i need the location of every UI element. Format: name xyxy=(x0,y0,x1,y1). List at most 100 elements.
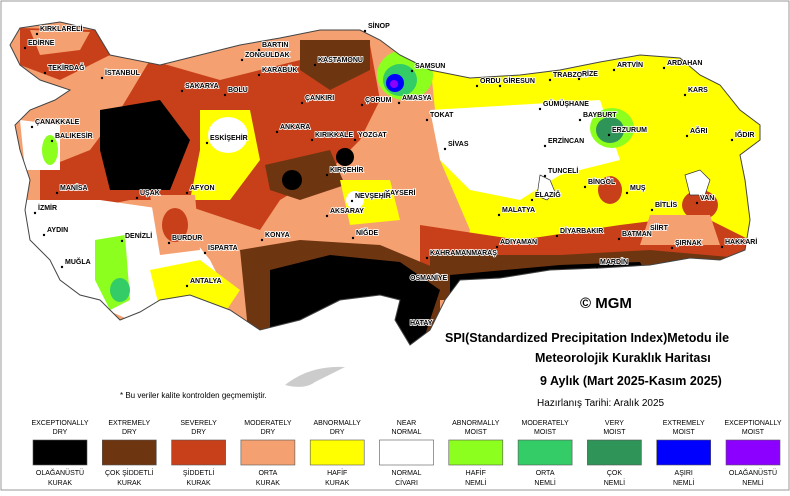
legend-tr: KURAK xyxy=(48,480,72,487)
city-dot xyxy=(683,93,687,97)
legend-en: MOIST xyxy=(603,429,626,436)
city-dot xyxy=(670,246,674,250)
city-label: ELAZIĞ xyxy=(535,190,561,199)
legend-tr: NORMAL xyxy=(392,470,422,477)
city-label: KONYA xyxy=(265,232,290,239)
city-label: BURDUR xyxy=(172,235,202,242)
city-dot xyxy=(405,326,409,330)
city-dot xyxy=(475,84,479,88)
legend-tr: HAFİF xyxy=(466,468,486,477)
city-label: TRABZON xyxy=(553,72,587,79)
city-dot xyxy=(42,233,46,237)
city-dot xyxy=(425,118,429,122)
city-dot xyxy=(203,251,207,255)
city-label: NİĞDE xyxy=(356,228,379,237)
city-label: TEKİRDAĞ xyxy=(48,63,85,72)
legend-swatch xyxy=(309,439,365,466)
legend-tr: HAFİF xyxy=(327,468,347,477)
city-dot xyxy=(397,101,401,105)
city-dot xyxy=(578,118,582,122)
city-dot xyxy=(33,211,37,215)
city-label: GİRESUN xyxy=(503,77,535,85)
city-label: TOKAT xyxy=(430,112,454,119)
city-dot xyxy=(60,265,64,269)
city-label: OSMANİYE xyxy=(410,274,448,282)
legend-en: DRY xyxy=(122,429,137,436)
city-label: SİVAS xyxy=(448,140,469,148)
legend-swatch xyxy=(517,439,573,466)
city-dot xyxy=(351,236,355,240)
city-label: AKSARAY xyxy=(330,208,364,215)
legend-swatch xyxy=(725,439,781,466)
city-dot xyxy=(257,48,261,52)
city-dot xyxy=(577,77,581,81)
city-dot xyxy=(650,208,654,212)
city-dot xyxy=(185,284,189,288)
city-label: ARDAHAN xyxy=(667,60,702,67)
city-label: NEVŞEHİR xyxy=(355,192,391,200)
city-dot xyxy=(720,245,724,249)
city-dot xyxy=(425,256,429,260)
city-label: KIRKLARELİ xyxy=(40,25,82,33)
legend-swatch xyxy=(656,439,712,466)
city-label: BAYBURT xyxy=(583,112,617,119)
city-label: TUNCELİ xyxy=(548,167,578,175)
city-dot xyxy=(167,241,171,245)
legend-tr: NEMLİ xyxy=(742,478,763,487)
legend-en: NORMAL xyxy=(392,429,422,436)
legend-tr: KURAK xyxy=(256,480,280,487)
city-label: MANİSA xyxy=(60,184,88,192)
city-label: EDİRNE xyxy=(28,39,55,47)
city-label: MUŞ xyxy=(630,185,646,192)
title-line: 9 Aylık (Mart 2025-Kasım 2025) xyxy=(540,374,722,388)
legend-swatch xyxy=(240,439,296,466)
city-label: ÇANAKKALE xyxy=(35,119,80,126)
city-dot xyxy=(543,174,547,178)
city-label: ŞIRNAK xyxy=(675,240,702,247)
legend-tr: ŞİDDETLİ xyxy=(183,468,215,477)
city-dot xyxy=(612,68,616,72)
city-label: ÇORUM xyxy=(365,97,392,104)
city-dot xyxy=(257,73,261,77)
legend-en: MOIST xyxy=(673,429,696,436)
title-line: SPI(Standardized Precipitation Index)Met… xyxy=(445,331,729,345)
legend-tr: NEMLİ xyxy=(534,478,555,487)
city-label: SAKARYA xyxy=(185,83,219,90)
city-label: HAKKARİ xyxy=(725,238,757,246)
city-label: ANTALYA xyxy=(190,278,222,285)
city-label: MUĞLA xyxy=(65,257,91,266)
city-label: BİTLİS xyxy=(655,201,677,209)
city-dot xyxy=(363,29,367,33)
city-dot xyxy=(360,103,364,107)
city-label: KAHRAMANMARAŞ xyxy=(430,250,497,257)
city-dot xyxy=(310,138,314,142)
legend-swatch xyxy=(32,439,88,466)
legend-tr: OLAĞANÜSTÜ xyxy=(36,468,84,477)
city-label: KARS xyxy=(688,87,708,94)
city-label: ANKARA xyxy=(280,124,310,131)
legend-tr: CİVARI xyxy=(395,478,418,487)
city-dot xyxy=(23,46,27,50)
city-dot xyxy=(730,138,734,142)
city-dot xyxy=(223,93,227,97)
city-dot xyxy=(380,196,384,200)
city-dot xyxy=(350,199,354,203)
city-label: ERZURUM xyxy=(612,127,647,134)
legend-tr: ÇOK xyxy=(607,470,623,477)
city-dot xyxy=(595,265,599,269)
city-dot xyxy=(617,237,621,241)
city-dot xyxy=(555,234,559,238)
legend-swatch xyxy=(587,439,642,466)
city-dot xyxy=(662,66,666,70)
city-label: BALIKESİR xyxy=(55,132,93,140)
city-label: RİZE xyxy=(582,70,598,78)
city-dot xyxy=(607,133,611,137)
title-line: Meteorolojik Kuraklık Haritası xyxy=(535,351,711,365)
legend-en: EXTREMELY xyxy=(108,420,150,427)
city-label: UŞAK xyxy=(140,190,160,197)
city-label: SİİRT xyxy=(650,224,669,232)
city-dot xyxy=(30,125,34,129)
city-dot xyxy=(300,101,304,105)
city-label: DENİZLİ xyxy=(125,232,152,240)
